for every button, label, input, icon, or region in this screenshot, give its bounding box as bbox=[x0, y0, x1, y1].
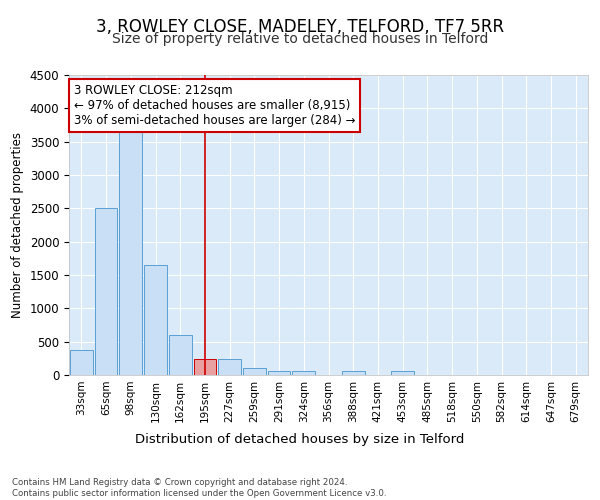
Bar bbox=[119, 126, 142, 375]
Bar bbox=[391, 372, 414, 375]
Text: 3, ROWLEY CLOSE, MADELEY, TELFORD, TF7 5RR: 3, ROWLEY CLOSE, MADELEY, TELFORD, TF7 5… bbox=[96, 18, 504, 36]
Bar bbox=[144, 265, 167, 375]
Bar bbox=[292, 372, 315, 375]
Text: Contains HM Land Registry data © Crown copyright and database right 2024.
Contai: Contains HM Land Registry data © Crown c… bbox=[12, 478, 386, 498]
Text: Size of property relative to detached houses in Telford: Size of property relative to detached ho… bbox=[112, 32, 488, 46]
Bar bbox=[95, 208, 118, 375]
Bar bbox=[243, 368, 266, 375]
Bar bbox=[218, 359, 241, 375]
Bar bbox=[70, 350, 93, 375]
Text: Distribution of detached houses by size in Telford: Distribution of detached houses by size … bbox=[136, 432, 464, 446]
Bar bbox=[342, 372, 365, 375]
Bar bbox=[169, 335, 191, 375]
Text: 3 ROWLEY CLOSE: 212sqm
← 97% of detached houses are smaller (8,915)
3% of semi-d: 3 ROWLEY CLOSE: 212sqm ← 97% of detached… bbox=[74, 84, 356, 127]
Y-axis label: Number of detached properties: Number of detached properties bbox=[11, 132, 24, 318]
Bar bbox=[268, 371, 290, 375]
Bar bbox=[194, 359, 216, 375]
